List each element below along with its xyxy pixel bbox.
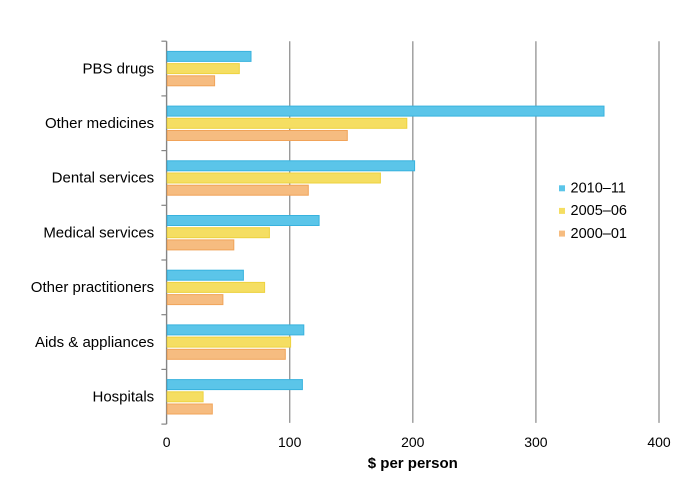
svg-text:$ per person: $ per person [368,455,458,472]
svg-text:2000–01: 2000–01 [571,226,627,242]
svg-text:Dental services: Dental services [52,170,155,187]
svg-text:PBS drugs: PBS drugs [82,60,154,77]
svg-text:100: 100 [278,434,302,450]
svg-text:2005–06: 2005–06 [571,203,627,219]
svg-text:0: 0 [163,434,171,450]
svg-text:200: 200 [401,434,425,450]
svg-text:Medical services: Medical services [43,224,154,241]
svg-text:Aids & appliances: Aids & appliances [35,334,154,351]
svg-text:Other practitioners: Other practitioners [31,279,154,296]
svg-text:400: 400 [647,434,671,450]
svg-text:Other medicines: Other medicines [45,115,154,132]
svg-text:300: 300 [524,434,548,450]
svg-text:Hospitals: Hospitals [92,389,154,406]
svg-text:2010–11: 2010–11 [571,181,626,197]
